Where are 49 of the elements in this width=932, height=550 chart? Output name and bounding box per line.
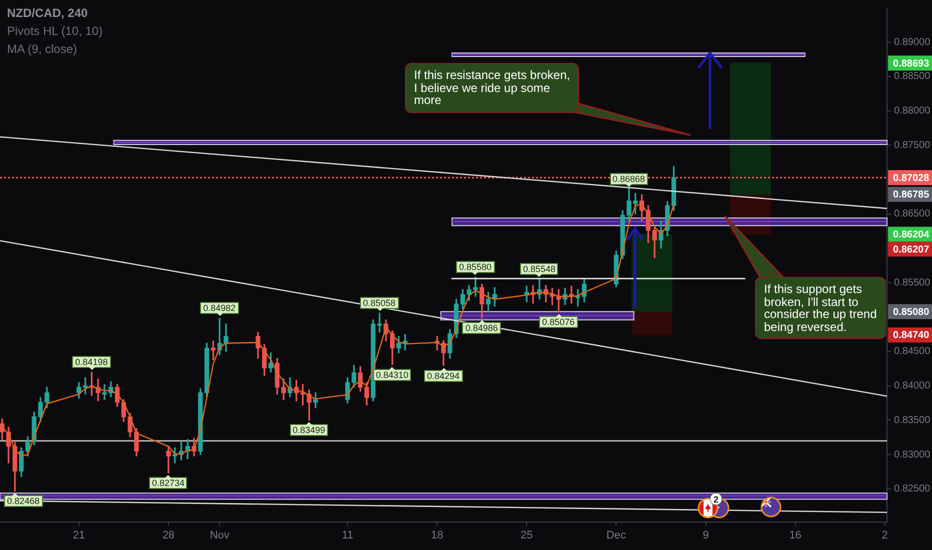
x-tick-label: 9	[702, 530, 709, 542]
annotation: 2	[713, 494, 719, 504]
annotation: 0.84740	[893, 330, 930, 342]
text: Pivots HL (10, 10)	[7, 24, 103, 38]
text: 0.86207	[893, 244, 930, 256]
x-tick-label: 11	[342, 530, 354, 542]
x-tick-label: 25	[520, 530, 533, 542]
x-tick-label: Dec	[606, 530, 626, 542]
annotation: 0.84294	[424, 370, 463, 382]
y-tick-label: 0.85500	[894, 277, 931, 288]
y-tick-label: 0.87500	[894, 140, 931, 151]
annotation: 0.82734	[148, 476, 188, 489]
ref-line-label: 0.87028	[893, 172, 930, 184]
x-tick-label: 21	[72, 530, 86, 542]
annotation: 0.86868	[610, 172, 648, 185]
y-tick-label: 0.83500	[894, 414, 931, 426]
annotation: 0.84982	[200, 302, 239, 314]
annotation: 0.84986	[462, 322, 501, 334]
annotation: MA (9, close)	[7, 42, 78, 56]
y-tick-label: 0.84500	[894, 346, 931, 358]
bar	[632, 311, 672, 336]
annotation: 0.85080	[893, 306, 930, 318]
x-tick-label: 2	[882, 530, 888, 542]
y-tick-label: 0.83000	[894, 449, 931, 460]
text: 0.86204	[893, 230, 930, 241]
annotation: 0.85058	[360, 297, 399, 310]
y-tick-label: 0.89000	[894, 36, 931, 48]
annotation: 0.85548	[520, 263, 558, 276]
x-tick-label: 28	[162, 530, 175, 542]
annotation: If this support gets broken, I'll start to consider the up trend being reversed.	[755, 277, 886, 339]
annotation: 0.88693	[893, 58, 930, 70]
annotation: 0.85076	[539, 316, 578, 328]
annotation: 0.84310	[372, 368, 412, 381]
annotation: 0.85580	[456, 261, 495, 274]
annotation: 0.83499	[290, 424, 328, 436]
chart-title: NZD/CAD, 240	[7, 6, 88, 20]
bar	[730, 62, 771, 195]
annotation: If this resistance gets broken, I believe we ride up some more	[405, 63, 580, 112]
y-tick-label: 0.84000	[894, 380, 931, 392]
y-tick-label: 0.88500	[894, 71, 931, 82]
y-tick-label: 0.88000	[894, 106, 931, 117]
annotation: 0.82468	[4, 495, 43, 508]
y-tick-label: 0.86500	[894, 208, 931, 220]
x-tick-label: 18	[430, 530, 444, 542]
x-tick-label: Nov	[210, 530, 230, 542]
annotation: 0.86785	[893, 190, 930, 201]
y-tick-label: 0.82500	[894, 484, 931, 495]
x-tick-label: 16	[789, 530, 802, 542]
annotation: 0.84198	[72, 356, 111, 368]
